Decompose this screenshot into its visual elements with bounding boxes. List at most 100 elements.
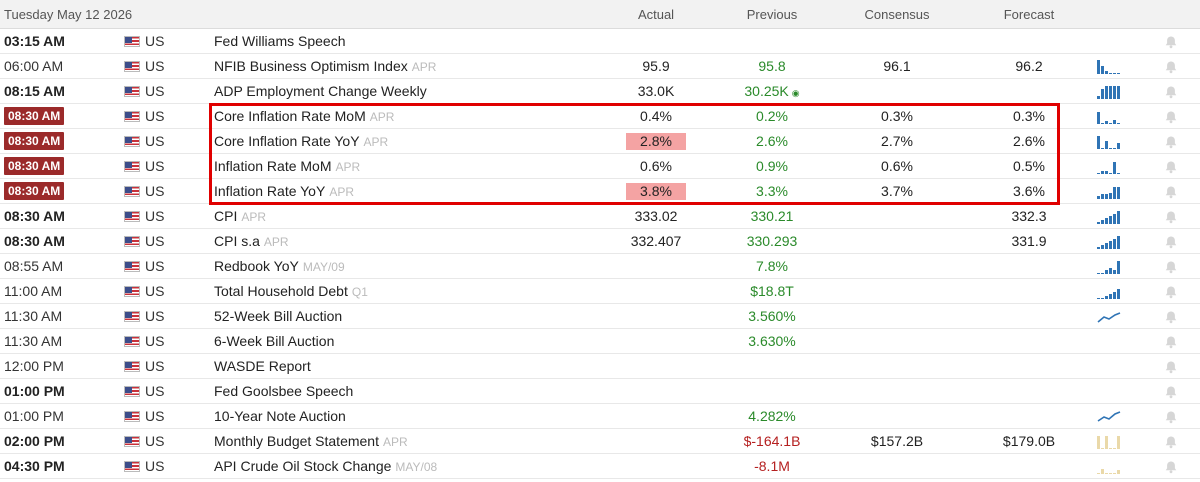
event-time: 06:00 AM — [0, 53, 124, 79]
bell-icon[interactable] — [1164, 460, 1178, 474]
event-name-cell[interactable]: CPI s.a APR — [214, 228, 601, 254]
table-row[interactable]: 04:30 PM US API Crude Oil Stock Change MAY/… — [0, 453, 1200, 479]
bell-icon[interactable] — [1164, 35, 1178, 49]
event-name-cell[interactable]: 52-Week Bill Auction — [214, 303, 601, 329]
mini-chart-bar — [1097, 435, 1101, 449]
bell-icon[interactable] — [1164, 160, 1178, 174]
event-name[interactable]: Redbook YoY — [214, 258, 299, 274]
table-row[interactable]: 08:15 AM US ADP Employment Change Weekly 33… — [0, 78, 1200, 104]
event-name-cell[interactable]: WASDE Report — [214, 353, 601, 379]
event-name[interactable]: Monthly Budget Statement — [214, 433, 379, 449]
event-name[interactable]: ADP Employment Change Weekly — [214, 83, 427, 99]
mini-chart-icon[interactable] — [1096, 309, 1122, 325]
event-name-cell[interactable]: NFIB Business Optimism Index APR — [214, 53, 601, 79]
event-name-cell[interactable]: Core Inflation Rate MoM APR — [214, 103, 601, 129]
mini-chart-icon[interactable] — [1096, 284, 1122, 300]
table-row[interactable]: 08:55 AM US Redbook YoY MAY/09 7.8% — [0, 253, 1200, 279]
bell-icon[interactable] — [1164, 185, 1178, 199]
mini-chart-icon[interactable] — [1096, 134, 1122, 150]
event-name[interactable]: Core Inflation Rate MoM — [214, 108, 366, 124]
table-row[interactable]: 11:00 AM US Total Household Debt Q1 $18.8T — [0, 278, 1200, 304]
bell-icon[interactable] — [1164, 60, 1178, 74]
event-name[interactable]: WASDE Report — [214, 358, 311, 374]
bell-icon[interactable] — [1164, 360, 1178, 374]
event-name-cell[interactable]: Core Inflation Rate YoY APR — [214, 128, 601, 154]
forecast-value: 331.9 — [962, 228, 1097, 254]
mini-chart-icon[interactable] — [1096, 209, 1122, 225]
event-name-cell[interactable]: Inflation Rate YoY APR — [214, 178, 601, 204]
event-name-cell[interactable]: CPI APR — [214, 203, 601, 229]
event-name-cell[interactable]: 6-Week Bill Auction — [214, 328, 601, 354]
table-row[interactable]: 03:15 AM US Fed Williams Speech — [0, 28, 1200, 54]
mini-chart-icon[interactable] — [1096, 459, 1122, 475]
bell-icon[interactable] — [1164, 110, 1178, 124]
event-name[interactable]: NFIB Business Optimism Index — [214, 58, 408, 74]
mini-chart-icon[interactable] — [1096, 84, 1122, 100]
bell-icon[interactable] — [1164, 135, 1178, 149]
event-name[interactable]: 6-Week Bill Auction — [214, 333, 335, 349]
bell-icon[interactable] — [1164, 235, 1178, 249]
event-name[interactable]: Inflation Rate YoY — [214, 183, 326, 199]
mini-chart-icon[interactable] — [1096, 434, 1122, 450]
bell-icon[interactable] — [1164, 310, 1178, 324]
event-name-cell[interactable]: Total Household Debt Q1 — [214, 278, 601, 304]
mini-chart-bar — [1105, 295, 1109, 299]
bell-icon[interactable] — [1164, 285, 1178, 299]
previous-value-cell — [712, 353, 833, 379]
table-row[interactable]: 11:30 AM US 52-Week Bill Auction 3.560% — [0, 303, 1200, 329]
mini-chart-icon[interactable] — [1096, 59, 1122, 75]
table-row[interactable]: 08:30 AM US Core Inflation Rate MoM APR 0.4%… — [0, 103, 1200, 129]
mini-chart-icon[interactable] — [1096, 259, 1122, 275]
us-flag-icon — [124, 211, 140, 222]
event-name-cell[interactable]: Redbook YoY MAY/09 — [214, 253, 601, 279]
bell-icon[interactable] — [1164, 335, 1178, 349]
event-name-cell[interactable]: ADP Employment Change Weekly — [214, 78, 601, 104]
table-row[interactable]: 01:00 PM US 10-Year Note Auction 4.282% — [0, 403, 1200, 429]
event-name[interactable]: Core Inflation Rate YoY — [214, 133, 360, 149]
table-row[interactable]: 12:00 PM US WASDE Report — [0, 353, 1200, 379]
mini-chart-icon[interactable] — [1096, 234, 1122, 250]
mini-chart-bar — [1105, 217, 1109, 224]
bell-icon[interactable] — [1164, 210, 1178, 224]
bell-icon[interactable] — [1164, 435, 1178, 449]
event-name-cell[interactable]: Inflation Rate MoM APR — [214, 153, 601, 179]
mini-chart-icon[interactable] — [1096, 159, 1122, 175]
bell-icon[interactable] — [1164, 260, 1178, 274]
previous-value: $18.8T — [750, 283, 794, 299]
actual-header[interactable]: Actual — [600, 0, 713, 29]
bell-icon[interactable] — [1164, 385, 1178, 399]
bell-icon[interactable] — [1164, 410, 1178, 424]
event-name-cell[interactable]: Fed Goolsbee Speech — [214, 378, 601, 404]
table-row[interactable]: 08:30 AM US Inflation Rate MoM APR 0.6% 0.9% 0… — [0, 153, 1200, 179]
mini-chart-icon[interactable] — [1096, 409, 1122, 425]
table-row[interactable]: 06:00 AM US NFIB Business Optimism Index AP… — [0, 53, 1200, 79]
event-name[interactable]: 10-Year Note Auction — [214, 408, 346, 424]
mini-chart-icon[interactable] — [1096, 109, 1122, 125]
event-name-cell[interactable]: Monthly Budget Statement APR — [214, 428, 601, 454]
consensus-header[interactable]: Consensus — [832, 0, 963, 29]
table-row[interactable]: 02:00 PM US Monthly Budget Statement APR $-1… — [0, 428, 1200, 454]
mini-chart-icon[interactable] — [1096, 184, 1122, 200]
table-row[interactable]: 08:30 AM US Inflation Rate YoY APR 3.8% 3.3% 3… — [0, 178, 1200, 204]
event-name-cell[interactable]: Fed Williams Speech — [214, 28, 601, 54]
event-name[interactable]: CPI s.a — [214, 233, 260, 249]
event-name[interactable]: 52-Week Bill Auction — [214, 308, 343, 324]
event-name[interactable]: Inflation Rate MoM — [214, 158, 332, 174]
event-name-cell[interactable]: 10-Year Note Auction — [214, 403, 601, 429]
table-row[interactable]: 01:00 PM US Fed Goolsbee Speech — [0, 378, 1200, 404]
previous-header[interactable]: Previous — [712, 0, 833, 29]
event-name[interactable]: API Crude Oil Stock Change — [214, 458, 392, 474]
event-name[interactable]: CPI — [214, 208, 238, 224]
table-row[interactable]: 08:30 AM US Core Inflation Rate YoY APR 2.8%… — [0, 128, 1200, 154]
event-name-cell[interactable]: API Crude Oil Stock Change MAY/08 — [214, 453, 601, 479]
consensus-value: 96.1 — [832, 53, 963, 79]
event-name[interactable]: Fed Goolsbee Speech — [214, 383, 354, 399]
us-flag-icon — [124, 436, 140, 447]
table-row[interactable]: 08:30 AM US CPI s.a APR 332.407 330.293 331.9 — [0, 228, 1200, 254]
event-name[interactable]: Fed Williams Speech — [214, 33, 346, 49]
table-row[interactable]: 08:30 AM US CPI APR 333.02 330.21 332.3 — [0, 203, 1200, 229]
table-row[interactable]: 11:30 AM US 6-Week Bill Auction 3.630% — [0, 328, 1200, 354]
bell-icon[interactable] — [1164, 85, 1178, 99]
event-name[interactable]: Total Household Debt — [214, 283, 348, 299]
forecast-header[interactable]: Forecast — [962, 0, 1097, 29]
